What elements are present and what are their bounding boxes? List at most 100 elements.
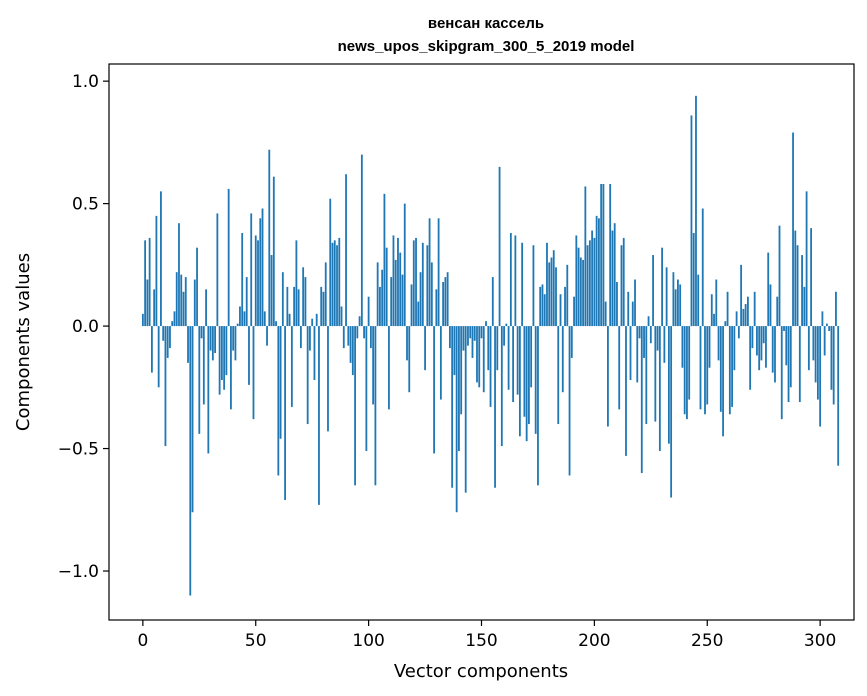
bar-component-289 bbox=[794, 230, 797, 327]
bar-component-260 bbox=[728, 326, 731, 415]
bar-component-76 bbox=[313, 326, 316, 380]
bar-component-96 bbox=[358, 316, 361, 327]
bar-component-203 bbox=[600, 184, 603, 327]
bar-component-72 bbox=[304, 277, 307, 327]
bar-component-137 bbox=[451, 326, 454, 488]
x-axis-label: Vector components bbox=[394, 661, 568, 682]
bar-component-142 bbox=[462, 326, 465, 351]
bar-component-209 bbox=[613, 223, 616, 327]
bar-component-133 bbox=[442, 281, 445, 327]
x-tick-label: 50 bbox=[245, 631, 267, 651]
bar-component-196 bbox=[584, 186, 587, 327]
bar-component-157 bbox=[496, 326, 499, 371]
bar-component-27 bbox=[202, 326, 205, 405]
bar-component-154 bbox=[489, 326, 492, 407]
bar-component-185 bbox=[559, 294, 562, 327]
bar-component-211 bbox=[618, 326, 621, 410]
bar-component-88 bbox=[340, 306, 343, 327]
bar-component-4 bbox=[150, 326, 153, 373]
bar-component-228 bbox=[656, 326, 659, 351]
bar-component-128 bbox=[430, 262, 433, 327]
bar-component-176 bbox=[539, 286, 542, 327]
bar-component-248 bbox=[701, 208, 704, 327]
bar-component-210 bbox=[616, 281, 618, 327]
bar-component-267 bbox=[744, 304, 747, 327]
bar-component-141 bbox=[460, 326, 463, 415]
bar-component-231 bbox=[663, 326, 666, 363]
bar-component-124 bbox=[421, 242, 424, 327]
bar-component-10 bbox=[164, 326, 167, 447]
bar-component-279 bbox=[771, 326, 774, 373]
bar-component-163 bbox=[509, 233, 512, 327]
bar-component-144 bbox=[467, 326, 469, 346]
bar-component-194 bbox=[579, 257, 582, 327]
bar-component-56 bbox=[268, 149, 271, 327]
bar-component-230 bbox=[661, 247, 664, 327]
bar-component-195 bbox=[582, 259, 584, 327]
bar-component-153 bbox=[487, 326, 490, 371]
bar-component-192 bbox=[575, 235, 578, 327]
bar-component-258 bbox=[724, 321, 727, 327]
bar-component-156 bbox=[494, 326, 496, 488]
bar-component-51 bbox=[257, 240, 259, 327]
bar-component-95 bbox=[356, 326, 359, 339]
bar-component-80 bbox=[322, 291, 325, 327]
bar-component-297 bbox=[812, 326, 815, 361]
bar-component-296 bbox=[810, 228, 813, 327]
y-tick-label: −1.0 bbox=[58, 562, 99, 582]
bar-component-119 bbox=[410, 284, 413, 327]
bar-component-173 bbox=[532, 245, 535, 327]
bar-component-37 bbox=[225, 326, 228, 376]
bar-component-135 bbox=[446, 272, 449, 327]
bar-component-66 bbox=[290, 326, 293, 407]
bar-component-275 bbox=[762, 326, 765, 344]
bar-component-246 bbox=[697, 274, 700, 327]
bar-component-42 bbox=[236, 323, 239, 327]
bar-component-18 bbox=[182, 291, 185, 327]
bar-component-36 bbox=[223, 326, 226, 390]
bar-component-251 bbox=[708, 326, 711, 368]
bar-component-115 bbox=[401, 274, 404, 327]
bar-component-65 bbox=[288, 313, 291, 327]
bar-component-17 bbox=[180, 274, 183, 327]
bar-component-254 bbox=[715, 279, 718, 327]
bar-component-217 bbox=[631, 301, 634, 327]
bar-component-180 bbox=[548, 262, 551, 327]
bar-component-57 bbox=[270, 255, 273, 327]
y-tick-label: 0.5 bbox=[72, 195, 99, 215]
bar-component-243 bbox=[690, 115, 693, 327]
bar-component-271 bbox=[753, 291, 756, 327]
bar-component-60 bbox=[277, 326, 280, 476]
bar-component-63 bbox=[284, 326, 286, 500]
bar-component-31 bbox=[211, 326, 214, 361]
bar-component-304 bbox=[828, 326, 831, 331]
bar-component-265 bbox=[740, 264, 743, 327]
bar-component-188 bbox=[566, 264, 569, 327]
bar-component-160 bbox=[503, 326, 505, 346]
bar-component-257 bbox=[722, 326, 724, 437]
bar-component-121 bbox=[415, 237, 417, 327]
bar-component-130 bbox=[435, 289, 438, 327]
bar-component-158 bbox=[498, 166, 501, 327]
bar-component-107 bbox=[383, 193, 386, 327]
bar-component-169 bbox=[523, 326, 526, 417]
bar-component-208 bbox=[611, 230, 614, 327]
bar-component-106 bbox=[381, 269, 384, 327]
bar-component-101 bbox=[369, 326, 372, 349]
bar-component-202 bbox=[597, 218, 600, 327]
bar-component-123 bbox=[419, 272, 422, 327]
bar-component-47 bbox=[248, 326, 250, 385]
x-axis: 0 50 100 150 200 250 300 bbox=[137, 620, 836, 651]
bar-component-272 bbox=[756, 326, 758, 356]
bar-component-75 bbox=[311, 318, 314, 327]
bar-component-229 bbox=[658, 326, 661, 451]
bar-component-263 bbox=[735, 311, 738, 327]
bar-component-198 bbox=[588, 240, 591, 327]
bar-component-249 bbox=[704, 326, 706, 415]
bar-component-83 bbox=[329, 198, 332, 327]
bar-component-112 bbox=[394, 259, 397, 327]
bar-component-1 bbox=[144, 240, 147, 327]
bar-component-34 bbox=[218, 326, 221, 395]
bar-component-284 bbox=[783, 326, 785, 331]
